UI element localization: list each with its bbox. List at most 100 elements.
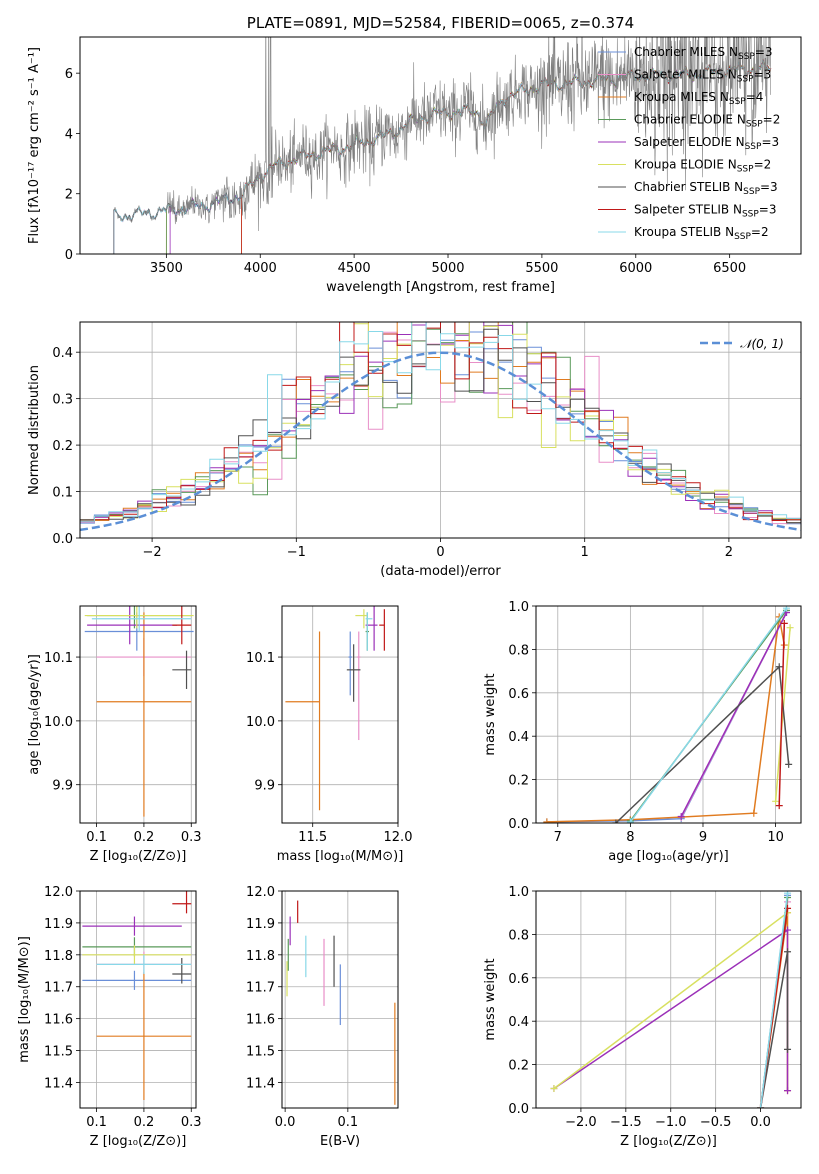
legend-value: =3: [755, 45, 773, 59]
x-axis-label: Z [log₁₀(Z/Z⊙)]: [620, 1134, 717, 1149]
x-tick-label: 0.0: [275, 1115, 296, 1130]
x-tick-label: 4500: [338, 261, 371, 276]
mass-weight-marker: [784, 948, 792, 956]
mass-weight-marker: [626, 818, 634, 823]
x-tick-label: 6500: [713, 261, 746, 276]
x-axis-label: mass [log₁₀(M/M⊙)]: [277, 849, 404, 864]
plot-frame: [79, 36, 802, 255]
x-axis-label: (data-model)/error: [380, 564, 501, 579]
legend-name: Chabrier ELODIE: [634, 113, 737, 127]
legend-ssp: SSP: [743, 187, 760, 197]
mass-weight-marker: [775, 663, 783, 671]
mass-weight-line: [759, 893, 789, 1108]
y-axis-label: Normed distribution: [27, 365, 42, 495]
residual-histogram-step: [80, 322, 801, 523]
y-axis-label: mass weight: [483, 673, 498, 755]
plot-frame: [535, 605, 802, 824]
x-tick-label: 3500: [150, 261, 183, 276]
mass-weight-line: [553, 912, 788, 1090]
x-tick-label: −1.0: [655, 1115, 687, 1130]
legend-ssp: SSP: [746, 120, 763, 130]
mass-weight-line: [546, 616, 786, 823]
y-tick-label: 11.6: [44, 1013, 73, 1028]
legend-value: =3: [761, 135, 779, 149]
mass-weight-marker: [784, 1045, 792, 1053]
y-tick-label: 1.0: [508, 600, 529, 615]
legend-name: Salpeter ELODIE: [634, 135, 736, 149]
y-tick-label: 12.0: [246, 885, 275, 900]
y-tick-label: 0.2: [508, 1059, 529, 1074]
x-tick-label: −2.0: [565, 1115, 597, 1130]
plot-frame: [79, 890, 197, 1109]
legend-ssp: SSP: [737, 75, 754, 85]
y-tick-label: 0.3: [52, 393, 73, 408]
mass-vs-metallicity-panel: 0.1 0.2 0.3 11.4 11.5 11.6 11.7 11.8 11.9 12.0 Z […: [17, 885, 202, 1149]
mass-weight-marker: [780, 619, 788, 627]
y-tick-label: 0.2: [508, 774, 529, 789]
legend-ssp: SSP: [738, 52, 755, 62]
legend-ssp: SSP: [737, 165, 754, 175]
y-tick-label: 0.6: [508, 972, 529, 987]
mass-weight-marker: [750, 809, 758, 817]
legend-value: =3: [760, 180, 778, 194]
x-tick-label: 0.3: [181, 830, 202, 845]
legend-entry: Kroupa ELODIE NSSP=2: [634, 158, 771, 175]
y-tick-label: 0: [65, 248, 73, 263]
legend-value: =2: [763, 113, 781, 127]
legend-entry: Kroupa STELIB NSSP=2: [634, 225, 769, 242]
mass-weight-marker: [786, 624, 794, 632]
y-tick-label: 11.4: [44, 1076, 73, 1091]
mass-weight-marker: [772, 797, 780, 805]
legend-entry: Chabrier ELODIE NSSP=2: [634, 113, 780, 130]
legend-name: Kroupa ELODIE: [634, 158, 728, 172]
y-tick-label: 11.4: [246, 1076, 275, 1091]
x-tick-label: 11.5: [298, 830, 327, 845]
mass-weight-marker: [784, 1087, 792, 1095]
x-tick-label: 12.0: [384, 830, 413, 845]
observed-spectrum-line: [113, 37, 771, 254]
legend-value: =3: [754, 68, 772, 82]
mass-weight-marker: [782, 606, 790, 612]
y-tick-label: 0.8: [508, 643, 529, 658]
plot-frame: [79, 605, 197, 824]
y-tick-label: 0.4: [508, 730, 529, 745]
legend-entry: Chabrier MILES NSSP=3: [634, 45, 773, 62]
legend-entry: 𝒩(0, 1): [740, 337, 784, 351]
y-tick-label: 12.0: [44, 885, 73, 900]
legend-name: Salpeter MILES: [634, 68, 728, 82]
y-tick-label: 0.8: [508, 928, 529, 943]
y-axis-label: mass [log₁₀(M/M⊙)]: [17, 936, 32, 1063]
y-tick-label: 0.6: [508, 687, 529, 702]
x-tick-label: 0.2: [134, 1115, 155, 1130]
x-tick-label: −1.5: [610, 1115, 642, 1130]
y-tick-label: 11.8: [44, 949, 73, 964]
x-tick-label: 1: [581, 545, 589, 560]
y-tick-label: 11.9: [44, 917, 73, 932]
y-tick-label: 10.1: [44, 651, 73, 666]
legend-value: =2: [751, 225, 769, 239]
y-tick-label: 0.4: [508, 1015, 529, 1030]
legend-entry: Salpeter STELIB NSSP=3: [634, 203, 777, 220]
x-tick-label: −2: [143, 545, 162, 560]
y-tick-label: 0.2: [52, 439, 73, 454]
y-tick-label: 6: [65, 67, 73, 82]
x-tick-label: 5000: [431, 261, 464, 276]
legend-name: Chabrier STELIB: [634, 180, 734, 194]
y-tick-label: 2: [65, 188, 73, 203]
mass-weight-line: [546, 612, 788, 823]
legend-value: =2: [754, 158, 772, 172]
x-tick-label: −0.5: [700, 1115, 732, 1130]
legend-n: N: [728, 68, 737, 82]
x-tick-label: 4000: [244, 261, 277, 276]
legend-value: =4: [746, 90, 764, 104]
x-tick-label: 9: [699, 830, 707, 845]
legend-n: N: [736, 135, 745, 149]
mass-weight-line: [759, 951, 789, 1108]
plot-frame: [281, 890, 399, 1109]
x-axis-label: age [log₁₀(age/yr)]: [608, 849, 729, 864]
y-tick-label: 11.9: [246, 917, 275, 932]
legend-n: N: [725, 225, 734, 239]
y-tick-label: 11.6: [246, 1013, 275, 1028]
y-tick-label: 11.5: [44, 1045, 73, 1060]
mass-weight-marker: [612, 819, 620, 823]
